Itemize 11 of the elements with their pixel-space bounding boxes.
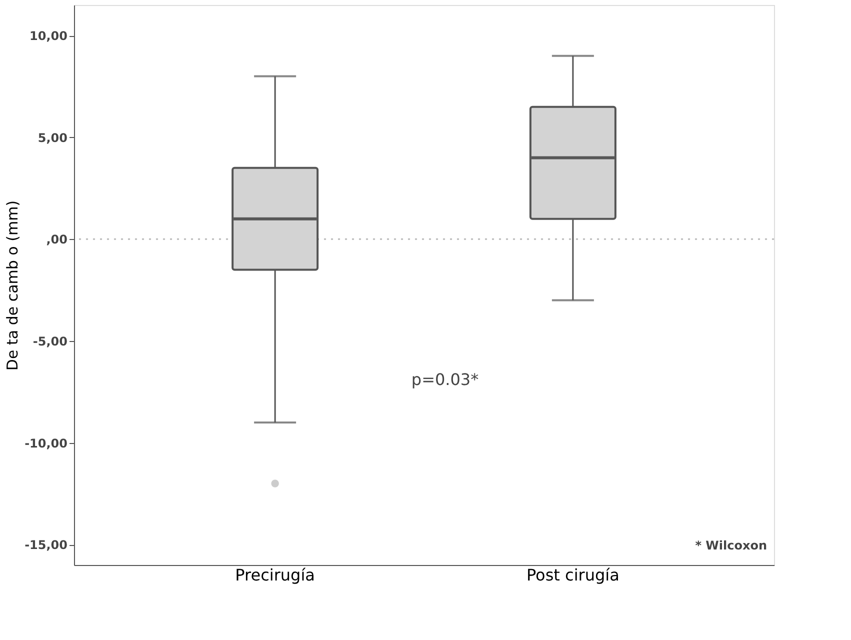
annotation: p=0.03* <box>411 370 479 390</box>
x-tick-label: Precirugía <box>235 566 315 584</box>
y-tick-label: ,00 <box>46 232 68 247</box>
y-axis-title: De ta de camb o (mm) <box>4 200 22 371</box>
y-tick-label: -15,00 <box>24 538 68 552</box>
y-tick-label: -5,00 <box>32 334 68 348</box>
y-tick-label: -10,00 <box>24 436 68 450</box>
y-tick-label: 5,00 <box>38 130 68 145</box>
annotation: * Wilcoxon <box>695 538 767 552</box>
y-tick-label: 10,00 <box>30 29 68 44</box>
x-tick-label: Post cirugía <box>526 566 620 584</box>
